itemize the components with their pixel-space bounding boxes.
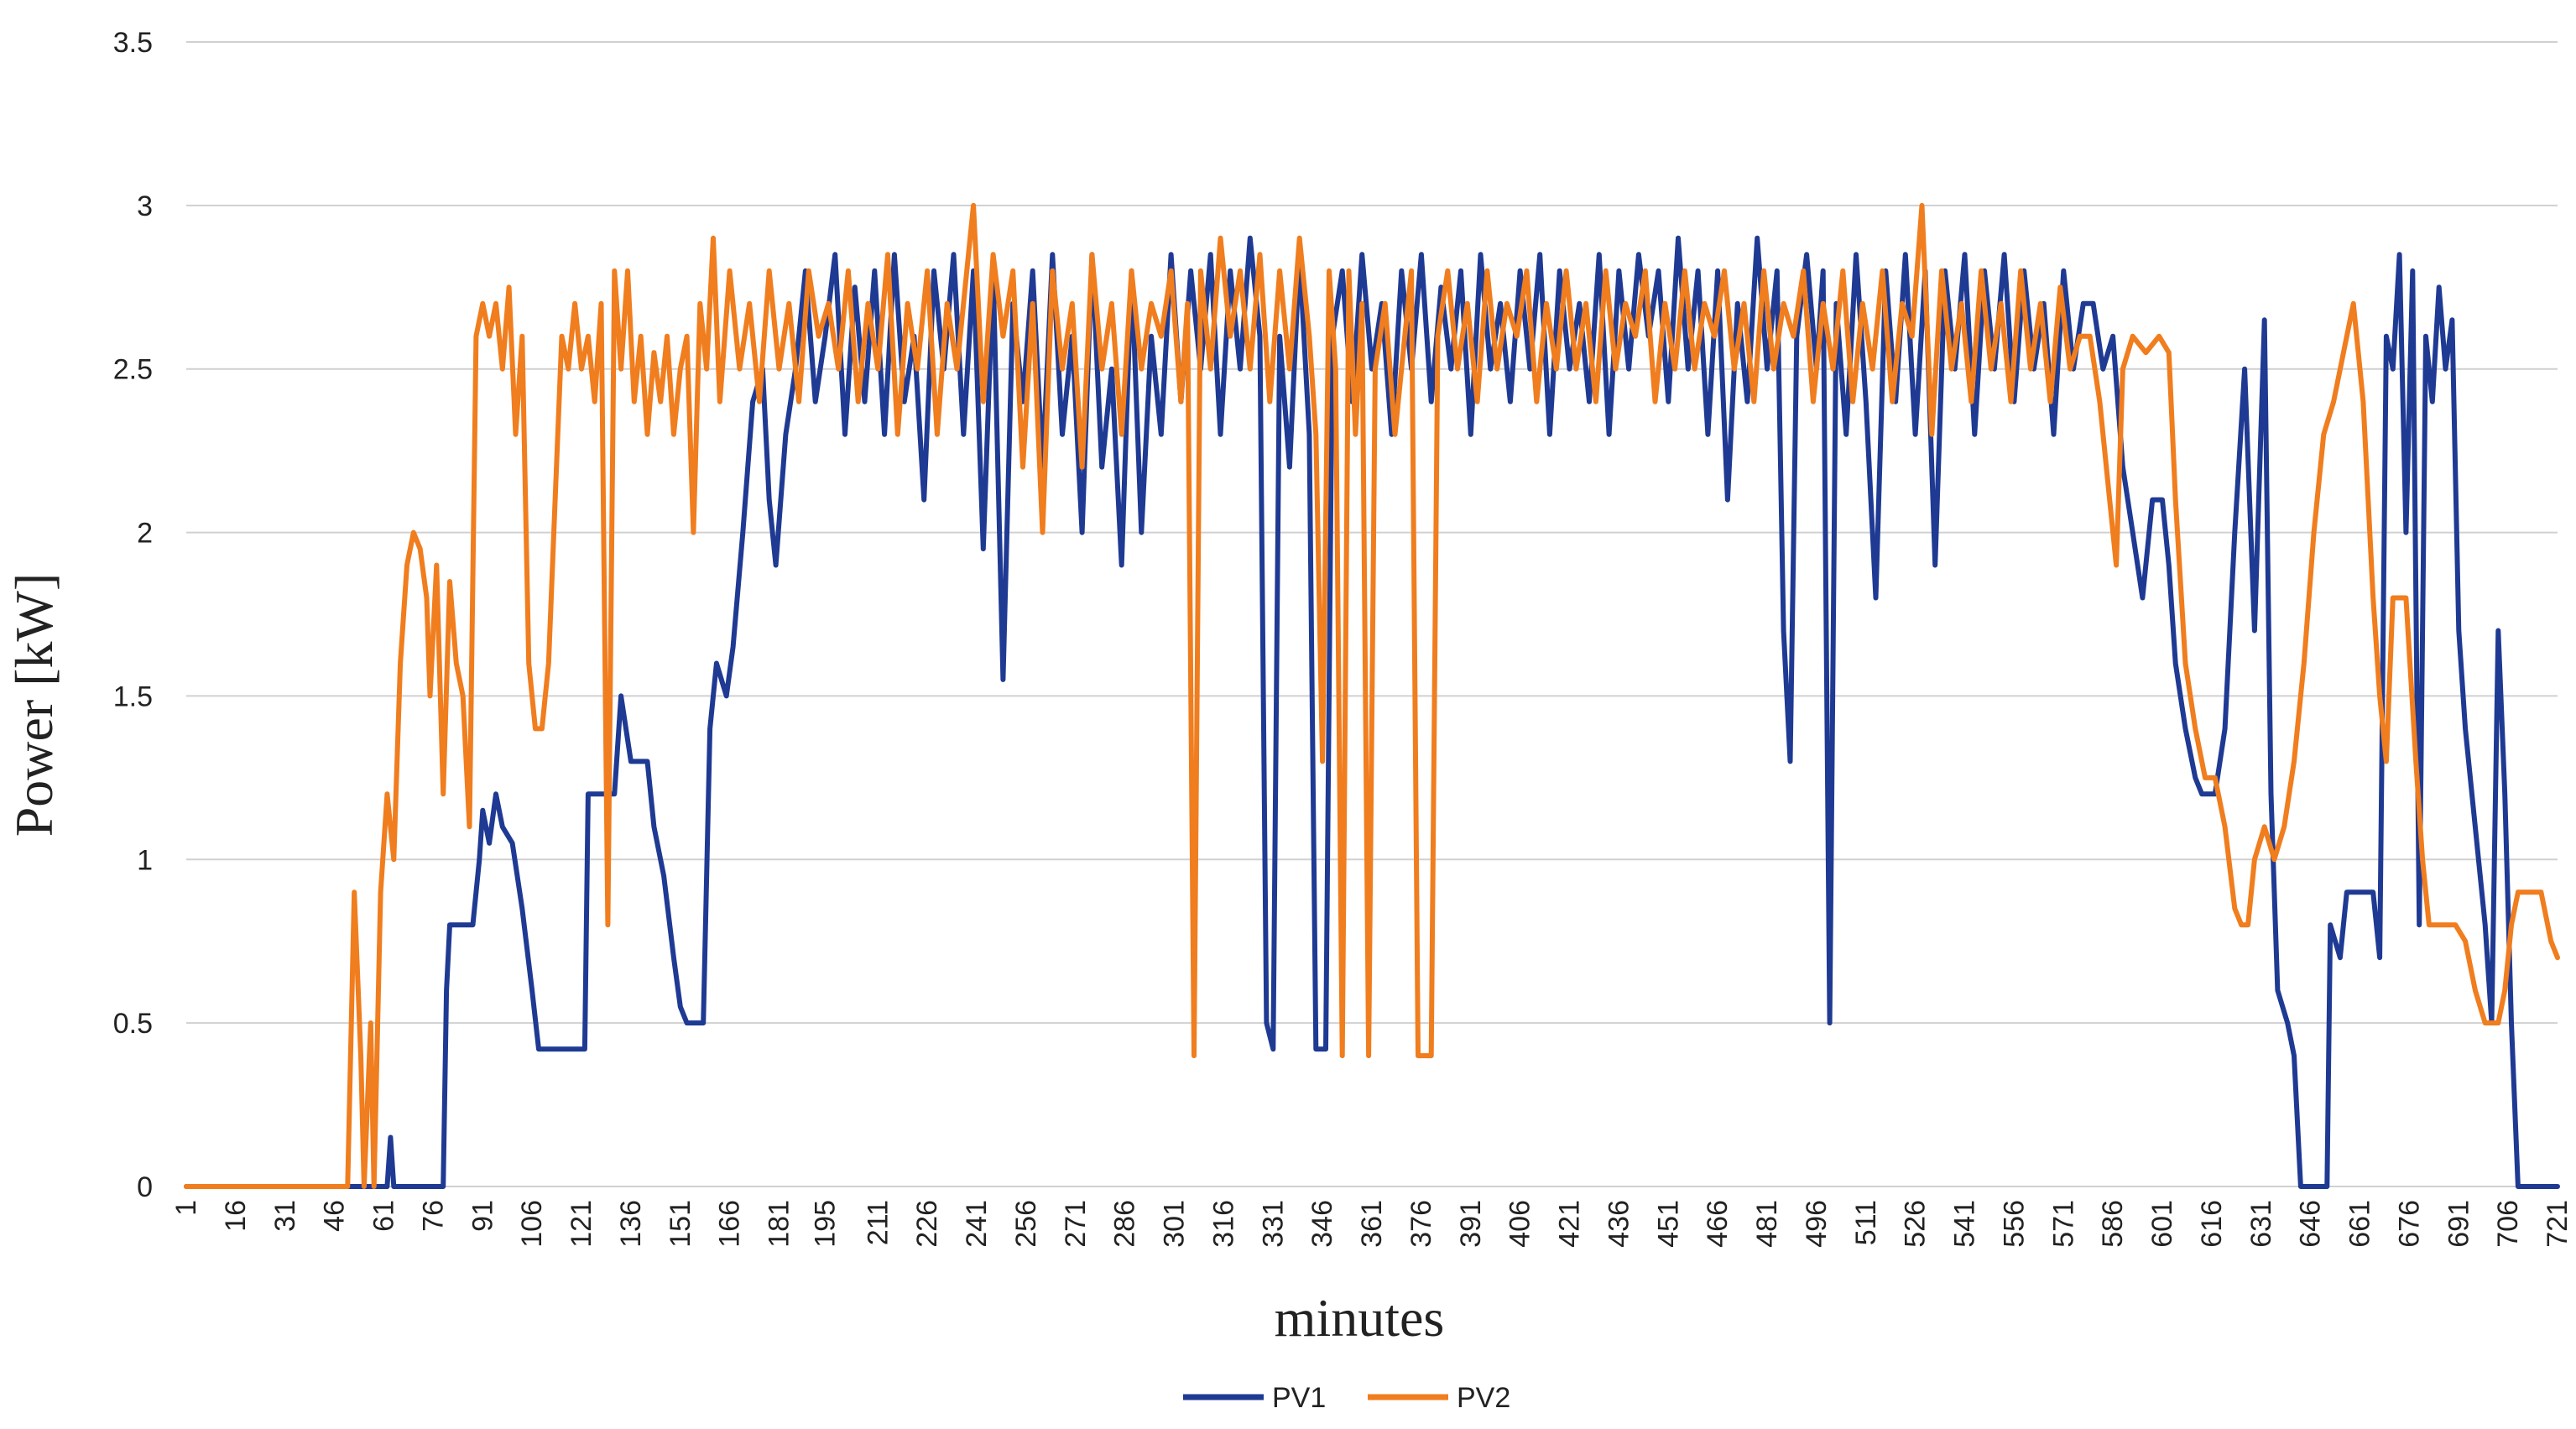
x-tick-label: 136 xyxy=(615,1200,647,1248)
x-tick-label: 151 xyxy=(665,1200,696,1248)
x-tick-label: 1 xyxy=(170,1200,202,1216)
x-tick-label: 691 xyxy=(2443,1200,2474,1248)
x-tick-label: 195 xyxy=(809,1200,841,1248)
series-line-pv2 xyxy=(184,202,2560,1189)
x-tick-label: 226 xyxy=(911,1200,943,1248)
x-tick-label: 466 xyxy=(1702,1200,1734,1248)
x-tick-label: 256 xyxy=(1010,1200,1042,1248)
y-tick-label: 3 xyxy=(137,190,153,222)
x-tick-label: 451 xyxy=(1652,1200,1684,1248)
x-tick-label: 421 xyxy=(1554,1200,1586,1248)
x-tick-label: 676 xyxy=(2393,1200,2425,1248)
x-tick-label: 91 xyxy=(467,1200,498,1232)
x-tick-label: 631 xyxy=(2245,1200,2277,1248)
x-tick-label: 481 xyxy=(1751,1200,1783,1248)
x-tick-label: 541 xyxy=(1949,1200,1981,1248)
x-tick-label: 241 xyxy=(961,1200,993,1248)
x-tick-label: 646 xyxy=(2295,1200,2327,1248)
x-tick-label: 106 xyxy=(516,1200,548,1248)
x-tick-label: 706 xyxy=(2492,1200,2524,1248)
y-tick-labels: 0 0.5 1 1.5 2 2.5 3 3.5 xyxy=(113,27,153,1203)
y-tick-label: 0.5 xyxy=(113,1008,153,1040)
legend-label-pv1: PV1 xyxy=(1272,1382,1326,1414)
x-tick-label: 511 xyxy=(1850,1200,1882,1245)
legend-label-pv2: PV2 xyxy=(1457,1382,1510,1414)
x-tick-label: 61 xyxy=(368,1200,400,1232)
x-tick-label: 271 xyxy=(1060,1200,1092,1248)
x-tick-label: 316 xyxy=(1207,1200,1239,1248)
x-tick-label: 601 xyxy=(2146,1200,2178,1248)
x-tick-label: 376 xyxy=(1405,1200,1437,1248)
x-tick-label: 556 xyxy=(1998,1200,2030,1248)
y-axis-label: Power [kW] xyxy=(4,573,64,837)
x-tick-labels: 1 16 31 46 61 76 91 106 121 136 151 166 181 195 211 226… xyxy=(170,1200,2573,1248)
x-tick-label: 571 xyxy=(2047,1200,2079,1248)
series-lines xyxy=(184,202,2560,1189)
y-tick-label: 0 xyxy=(137,1171,153,1203)
y-tick-label: 1 xyxy=(137,844,153,876)
x-tick-label: 616 xyxy=(2196,1200,2228,1248)
y-tick-label: 3.5 xyxy=(113,27,153,59)
x-tick-label: 346 xyxy=(1306,1200,1338,1248)
x-tick-label: 496 xyxy=(1801,1200,1833,1248)
x-tick-label: 721 xyxy=(2542,1200,2573,1248)
x-tick-label: 391 xyxy=(1455,1200,1487,1248)
x-tick-label: 16 xyxy=(220,1200,252,1232)
x-tick-label: 301 xyxy=(1159,1200,1191,1248)
x-tick-label: 586 xyxy=(2097,1200,2129,1248)
x-tick-label: 286 xyxy=(1109,1200,1141,1248)
x-tick-label: 76 xyxy=(417,1200,449,1232)
x-tick-label: 436 xyxy=(1603,1200,1635,1248)
x-tick-label: 526 xyxy=(1900,1200,1932,1248)
x-axis-label: minutes xyxy=(1275,1288,1445,1348)
x-tick-label: 661 xyxy=(2344,1200,2376,1248)
x-tick-label: 211 xyxy=(862,1200,894,1245)
x-tick-label: 331 xyxy=(1257,1200,1289,1248)
legend: PV1 PV2 xyxy=(1183,1382,1510,1414)
y-tick-label: 2 xyxy=(137,518,153,550)
x-tick-label: 166 xyxy=(714,1200,746,1248)
x-tick-label: 406 xyxy=(1504,1200,1536,1248)
x-tick-label: 121 xyxy=(566,1200,597,1248)
y-tick-label: 1.5 xyxy=(113,681,153,712)
x-tick-label: 361 xyxy=(1356,1200,1388,1248)
x-tick-label: 46 xyxy=(319,1200,351,1232)
x-tick-label: 181 xyxy=(764,1200,795,1248)
x-tick-label: 31 xyxy=(269,1200,301,1232)
y-tick-label: 2.5 xyxy=(113,354,153,386)
